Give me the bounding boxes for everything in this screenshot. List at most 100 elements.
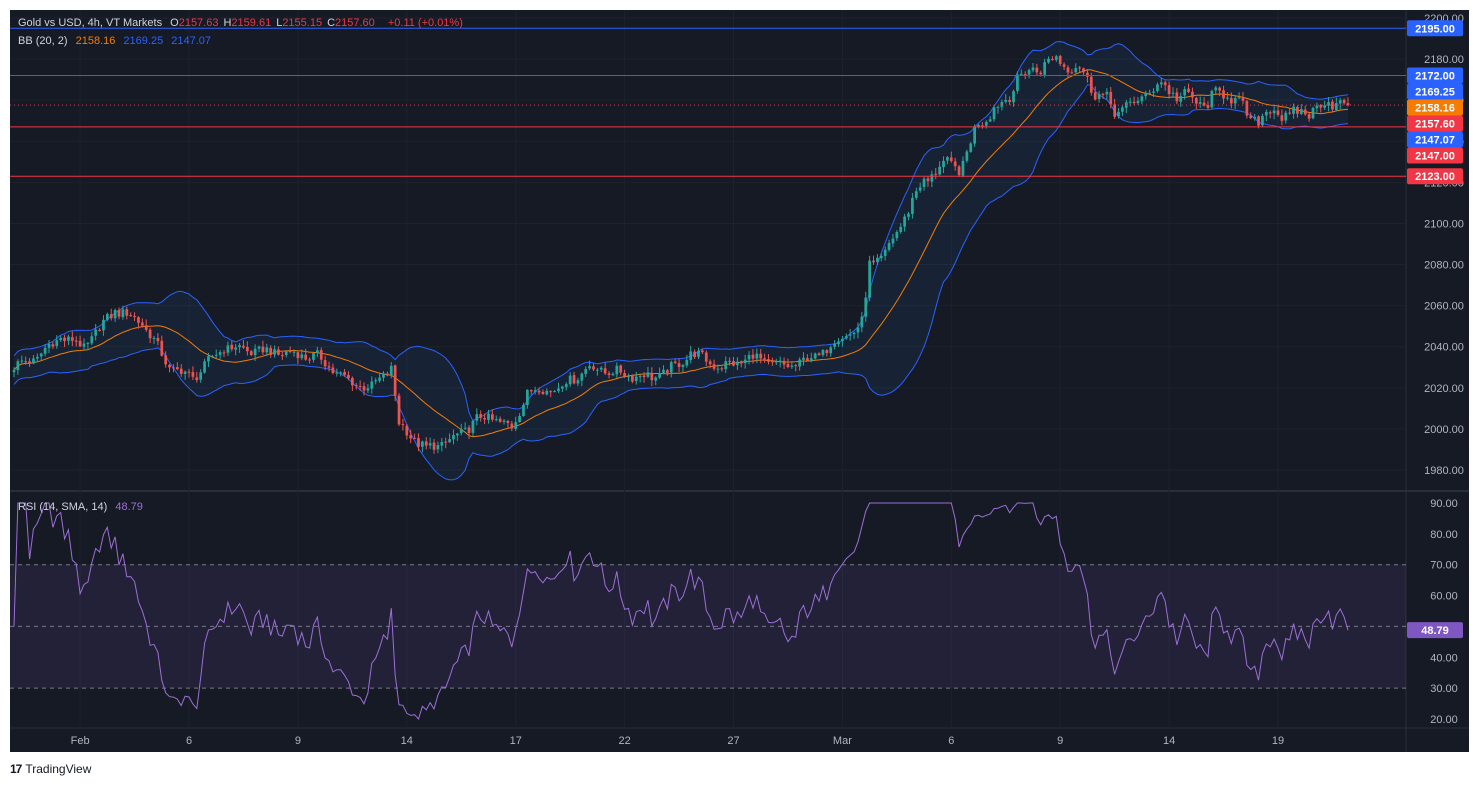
bb-lower-value: 2147.07 — [171, 35, 212, 47]
candle-body — [467, 427, 471, 433]
candle-body — [463, 427, 467, 429]
candle-body — [712, 364, 716, 369]
candle-body — [996, 106, 1000, 108]
candle-body — [1284, 112, 1288, 121]
candle-body — [378, 377, 381, 381]
candle-body — [288, 350, 292, 352]
candle-body — [782, 360, 786, 365]
candle-body — [494, 419, 498, 421]
candle-body — [654, 377, 658, 381]
candle-body — [701, 350, 704, 353]
candle-body — [1179, 95, 1183, 102]
candle-body — [1249, 115, 1253, 119]
bb-band-fill — [14, 41, 1348, 480]
candle-body — [603, 368, 607, 374]
candle-body — [841, 338, 844, 342]
candle-body — [981, 125, 984, 127]
candle-body — [1070, 72, 1074, 74]
price-tick-label: 2000.00 — [1424, 424, 1464, 436]
candle-body — [125, 309, 129, 316]
rsi-tick-label: 40.00 — [1430, 652, 1458, 664]
candle-body — [389, 365, 393, 376]
time-tick-label: 9 — [295, 735, 301, 747]
candle-body — [43, 347, 47, 354]
price-tag-label: 2157.60 — [1415, 119, 1455, 131]
candle-body — [242, 345, 245, 348]
tradingview-logo-icon: 17 — [10, 762, 22, 776]
candle-body — [724, 361, 728, 369]
candle-body — [339, 372, 343, 374]
candle-body — [487, 413, 490, 420]
candle-body — [113, 310, 117, 319]
candle-body — [1292, 106, 1295, 114]
candle-body — [148, 329, 152, 339]
candle-body — [619, 365, 623, 373]
candle-body — [529, 390, 533, 392]
candle-body — [280, 355, 284, 357]
candle-body — [1198, 102, 1202, 104]
candle-body — [829, 347, 833, 354]
candle-body — [300, 354, 304, 359]
candle-body — [778, 360, 782, 362]
candle-body — [90, 336, 94, 344]
candle-body — [315, 350, 319, 353]
candle-body — [1012, 91, 1015, 103]
price-tick-label: 1980.00 — [1424, 465, 1464, 477]
chart-canvas[interactable]: 1980.002000.002020.002040.002060.002080.… — [10, 10, 1469, 752]
candle-body — [953, 161, 957, 167]
price-tag — [1407, 67, 1463, 84]
price-change: +0.11 (+0.01%) — [387, 17, 463, 29]
candle-body — [763, 358, 766, 360]
candle-body — [1276, 110, 1280, 115]
candle-body — [646, 372, 650, 377]
price-tick-label: 2060.00 — [1424, 301, 1464, 313]
candle-body — [1004, 99, 1008, 102]
candle-body — [366, 388, 370, 391]
candle-body — [918, 187, 922, 191]
brand-name[interactable]: TradingView — [25, 762, 92, 776]
candle-body — [1229, 98, 1233, 104]
candle-body — [693, 351, 696, 358]
symbol-title: Gold vs USD, 4h, VT Markets — [18, 17, 163, 29]
candle-body — [1226, 97, 1229, 99]
candle-body — [961, 160, 965, 176]
candle-body — [210, 355, 214, 357]
price-tag-label: 2147.07 — [1415, 135, 1455, 147]
bb-lower-line — [13, 84, 1349, 481]
candle-body — [938, 166, 941, 175]
candle-body — [809, 358, 813, 362]
candle-body — [483, 418, 486, 420]
candle-body — [1117, 111, 1120, 117]
candle-body — [257, 346, 261, 349]
price-tag-label: 2123.00 — [1415, 171, 1455, 183]
candle-body — [1331, 101, 1334, 110]
candle-body — [144, 325, 148, 330]
candle-body — [926, 178, 930, 182]
chart-frame[interactable]: 1980.00 2000.00 2020.00 2040.00 2060.00 2080.… — [10, 10, 1469, 752]
candle-body — [1191, 91, 1194, 98]
price-tick-label: 2100.00 — [1424, 218, 1464, 230]
candle-body — [183, 371, 187, 374]
ohlc-key-o: O — [170, 17, 179, 29]
candle-body — [1311, 108, 1315, 119]
candle-body — [992, 107, 996, 120]
candle-body — [164, 355, 168, 365]
candle-body — [666, 370, 669, 373]
candle-body — [868, 260, 871, 298]
candle-body — [187, 371, 191, 373]
candle-body — [930, 174, 934, 182]
candle-body — [1163, 82, 1167, 86]
candle-body — [887, 243, 891, 250]
candle-body — [623, 373, 626, 377]
ohlc-value-c: 2157.60 — [335, 17, 375, 29]
candle-body — [541, 391, 545, 394]
price-tick-label: 2040.00 — [1424, 342, 1464, 354]
time-tick-label: 17 — [510, 735, 522, 747]
candle-body — [397, 395, 401, 425]
candle-body — [747, 355, 751, 360]
bb-upper-line — [13, 41, 1349, 422]
candle-body — [386, 373, 389, 376]
candle-body — [226, 345, 230, 353]
candle-body — [883, 249, 887, 256]
candle-body — [1272, 110, 1276, 114]
